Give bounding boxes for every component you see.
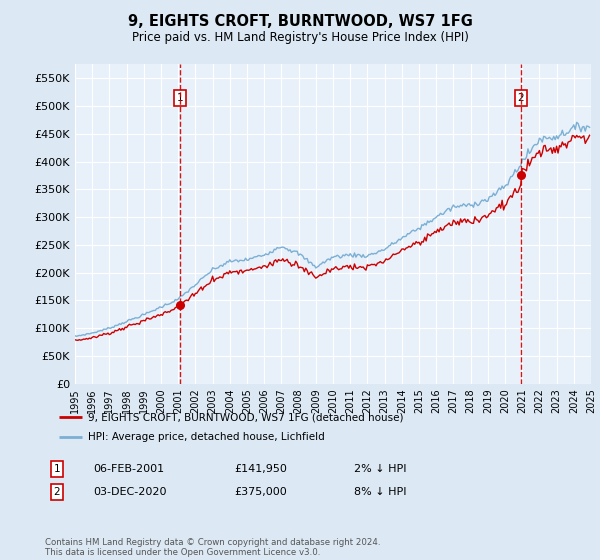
Text: Contains HM Land Registry data © Crown copyright and database right 2024.
This d: Contains HM Land Registry data © Crown c… (45, 538, 380, 557)
Text: 2: 2 (518, 93, 524, 103)
Text: 9, EIGHTS CROFT, BURNTWOOD, WS7 1FG: 9, EIGHTS CROFT, BURNTWOOD, WS7 1FG (128, 14, 472, 29)
Text: £141,950: £141,950 (234, 464, 287, 474)
Text: £375,000: £375,000 (234, 487, 287, 497)
Text: 03-DEC-2020: 03-DEC-2020 (93, 487, 167, 497)
Text: 8% ↓ HPI: 8% ↓ HPI (354, 487, 407, 497)
Text: Price paid vs. HM Land Registry's House Price Index (HPI): Price paid vs. HM Land Registry's House … (131, 31, 469, 44)
Text: HPI: Average price, detached house, Lichfield: HPI: Average price, detached house, Lich… (88, 432, 325, 442)
Text: 06-FEB-2001: 06-FEB-2001 (93, 464, 164, 474)
Text: 2: 2 (53, 487, 61, 497)
Text: 2% ↓ HPI: 2% ↓ HPI (354, 464, 407, 474)
Text: 1: 1 (53, 464, 61, 474)
Text: 9, EIGHTS CROFT, BURNTWOOD, WS7 1FG (detached house): 9, EIGHTS CROFT, BURNTWOOD, WS7 1FG (det… (88, 412, 403, 422)
Text: 1: 1 (176, 93, 183, 103)
